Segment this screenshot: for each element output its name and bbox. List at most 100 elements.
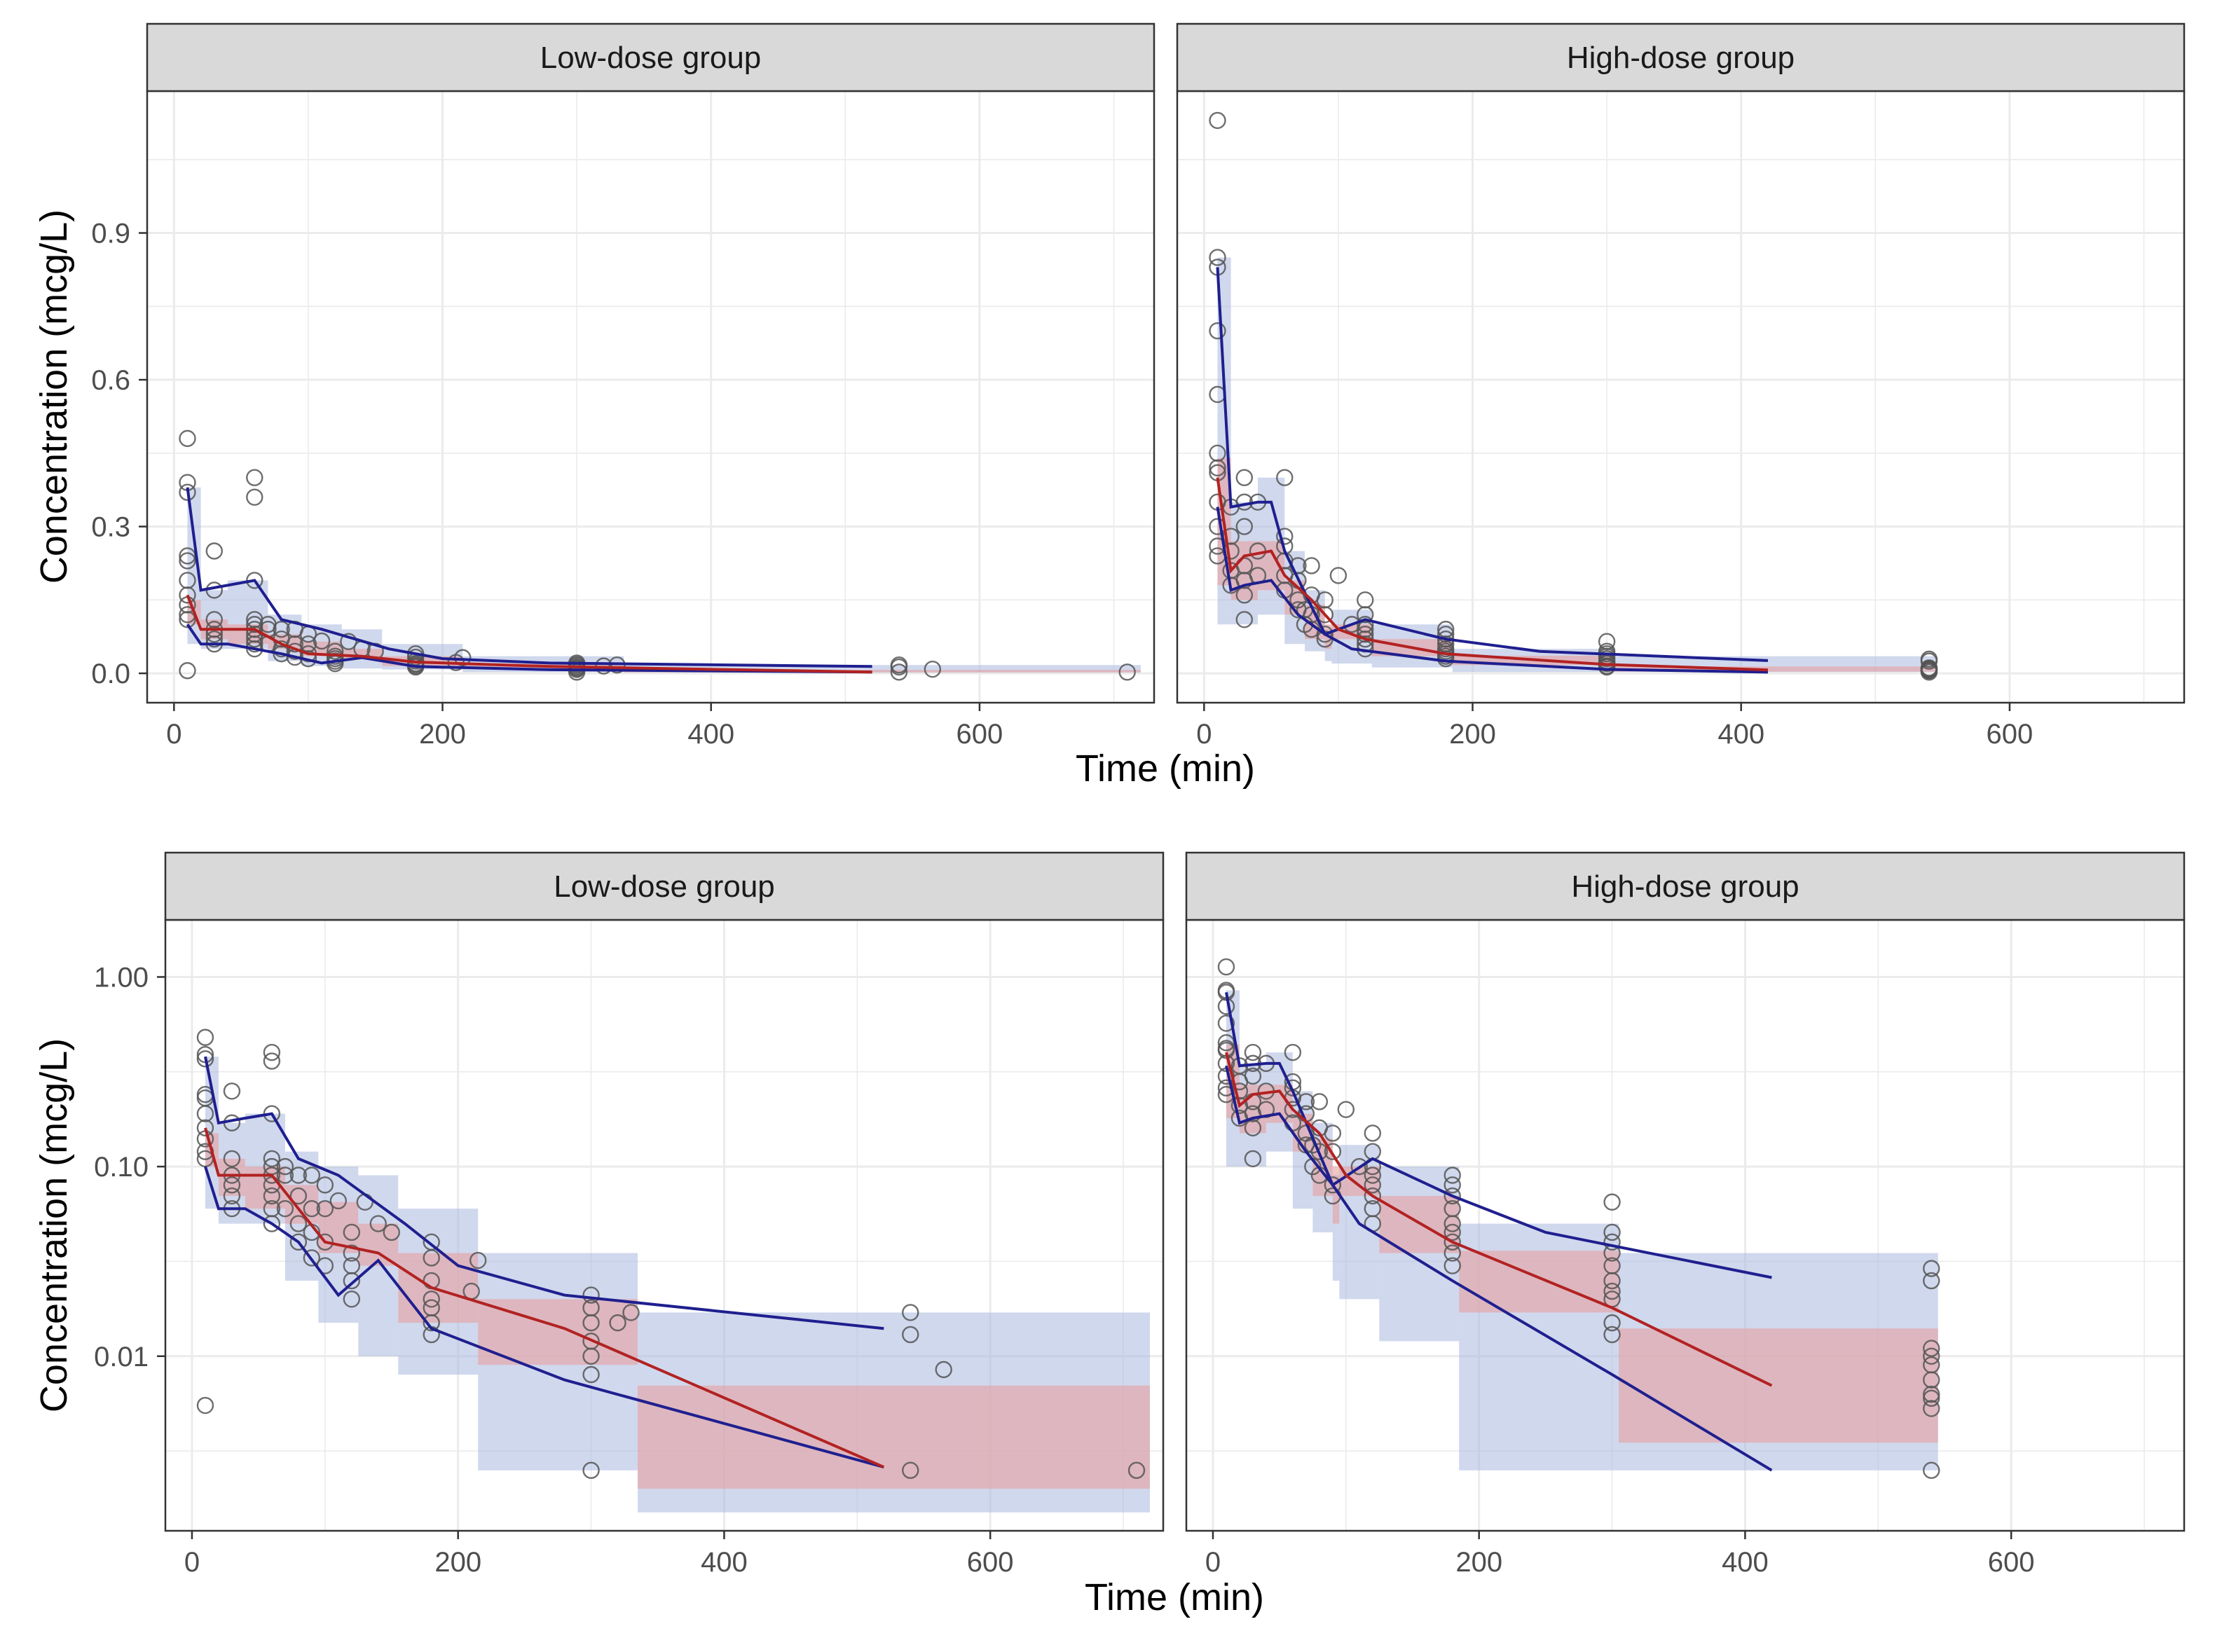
y-tick-label: 0.0 bbox=[91, 659, 130, 689]
x-tick-label: 0 bbox=[1196, 719, 1212, 750]
observation-point bbox=[327, 642, 344, 660]
facet-strip-label: Low-dose group bbox=[540, 41, 762, 75]
observation-point bbox=[343, 1272, 361, 1290]
observation-point bbox=[276, 1157, 294, 1176]
observation-point bbox=[246, 469, 263, 486]
x-tick-label: 600 bbox=[1988, 1547, 2035, 1578]
observation-point bbox=[273, 621, 290, 638]
observation-point bbox=[179, 611, 196, 628]
observation-point bbox=[1603, 1223, 1621, 1241]
x-tick-label: 400 bbox=[1722, 1547, 1769, 1578]
observation-point bbox=[179, 429, 196, 448]
percentile-band bbox=[358, 1175, 399, 1356]
observation-point bbox=[1443, 1176, 1461, 1194]
observation-point bbox=[196, 1105, 214, 1122]
observation-point bbox=[196, 1396, 214, 1414]
observation-point bbox=[1276, 528, 1294, 545]
observation-point bbox=[1284, 1079, 1302, 1097]
observation-point bbox=[423, 1290, 440, 1308]
x-tick-label: 400 bbox=[1717, 719, 1764, 750]
observation-point bbox=[205, 631, 223, 648]
y-axis-title: Concentration (mcg/L) bbox=[33, 1038, 75, 1412]
observation-point bbox=[1443, 1244, 1461, 1262]
observation-point bbox=[179, 552, 196, 570]
median-band bbox=[1619, 1328, 1938, 1443]
x-tick-label: 600 bbox=[956, 719, 1003, 750]
gridlines bbox=[1177, 91, 2184, 703]
lower-percentile-line bbox=[1225, 1065, 1773, 1472]
observation-point bbox=[582, 1365, 600, 1384]
observation-point bbox=[582, 1347, 600, 1365]
facet-strip-label: High-dose group bbox=[1567, 41, 1795, 75]
observation-point bbox=[223, 1082, 241, 1100]
observation-point bbox=[1337, 1101, 1355, 1118]
observation-point bbox=[1603, 1326, 1621, 1344]
observation-point bbox=[622, 1304, 640, 1321]
observation-point bbox=[1598, 658, 1616, 676]
observation-point bbox=[263, 1187, 281, 1205]
observation-point bbox=[1235, 586, 1254, 604]
x-tick-label: 0 bbox=[166, 719, 181, 750]
observation-point bbox=[246, 488, 263, 506]
observation-point bbox=[1364, 1166, 1382, 1184]
observation-point bbox=[1324, 1143, 1342, 1160]
observation-point bbox=[1443, 1257, 1461, 1274]
facet-strip bbox=[1185, 851, 2186, 921]
observation-point bbox=[1923, 1385, 1940, 1403]
observation-point bbox=[340, 633, 357, 650]
x-tick-label: 200 bbox=[434, 1547, 481, 1578]
observation-point bbox=[902, 1326, 919, 1344]
observation-point bbox=[1923, 1272, 1940, 1290]
x-tick-label: 200 bbox=[1455, 1547, 1502, 1578]
gridlines bbox=[147, 91, 1154, 703]
observation-point bbox=[1316, 606, 1333, 624]
observation-point bbox=[343, 1223, 361, 1241]
observation-point bbox=[1923, 1340, 1940, 1357]
observation-point bbox=[1118, 663, 1136, 681]
observation-point bbox=[289, 1187, 308, 1205]
observation-point bbox=[276, 1166, 294, 1184]
observation-point bbox=[263, 1150, 281, 1168]
observation-point bbox=[263, 1215, 281, 1232]
lower-percentile-line bbox=[186, 624, 872, 674]
observation-point bbox=[1324, 1176, 1342, 1194]
observation-point bbox=[196, 1050, 214, 1068]
median-band bbox=[638, 1385, 1151, 1489]
observation-point bbox=[303, 1199, 321, 1218]
observation-point bbox=[1209, 111, 1226, 130]
observation-point bbox=[1443, 1166, 1461, 1184]
observation-point bbox=[609, 1314, 626, 1332]
observation-point bbox=[1235, 469, 1254, 486]
observation-point bbox=[902, 1461, 919, 1479]
observation-point bbox=[196, 1119, 214, 1137]
y-axis-title: Concentration (mcg/L) bbox=[33, 209, 75, 584]
median-band bbox=[1332, 1166, 1340, 1224]
y-tick-label: 1.00 bbox=[94, 962, 149, 993]
observation-point bbox=[179, 586, 196, 604]
x-axis-title: Time (min) bbox=[1076, 748, 1255, 790]
facet-strip bbox=[164, 851, 1165, 921]
y-tick-label: 0.9 bbox=[91, 219, 130, 249]
x-axis-title: Time (min) bbox=[1085, 1576, 1264, 1618]
observation-point bbox=[383, 1223, 400, 1241]
observation-point bbox=[1603, 1314, 1621, 1332]
lower-percentile-line bbox=[1216, 507, 1769, 674]
median-band bbox=[1613, 666, 1936, 672]
observation-point bbox=[343, 1290, 361, 1308]
percentile-band bbox=[1332, 1175, 1340, 1281]
median-line bbox=[186, 594, 872, 674]
observation-point bbox=[1920, 652, 1938, 670]
observation-point bbox=[263, 1043, 281, 1061]
x-tick-label: 200 bbox=[1449, 719, 1496, 750]
observation-point bbox=[289, 1215, 308, 1232]
facet-strip-label: Low-dose group bbox=[554, 869, 775, 904]
observation-point bbox=[1244, 1119, 1262, 1137]
y-tick-label: 0.10 bbox=[94, 1152, 149, 1183]
observation-point bbox=[423, 1314, 440, 1332]
observation-point bbox=[469, 1251, 487, 1269]
observation-point bbox=[1923, 1371, 1940, 1389]
observation-point bbox=[890, 658, 908, 676]
x-tick-label: 200 bbox=[419, 719, 466, 750]
panel-log-low-dose: Low-dose group 0 200 400 600 1.00 0.10 0.01 bbox=[94, 851, 1165, 1578]
x-tick-label: 400 bbox=[701, 1547, 748, 1578]
